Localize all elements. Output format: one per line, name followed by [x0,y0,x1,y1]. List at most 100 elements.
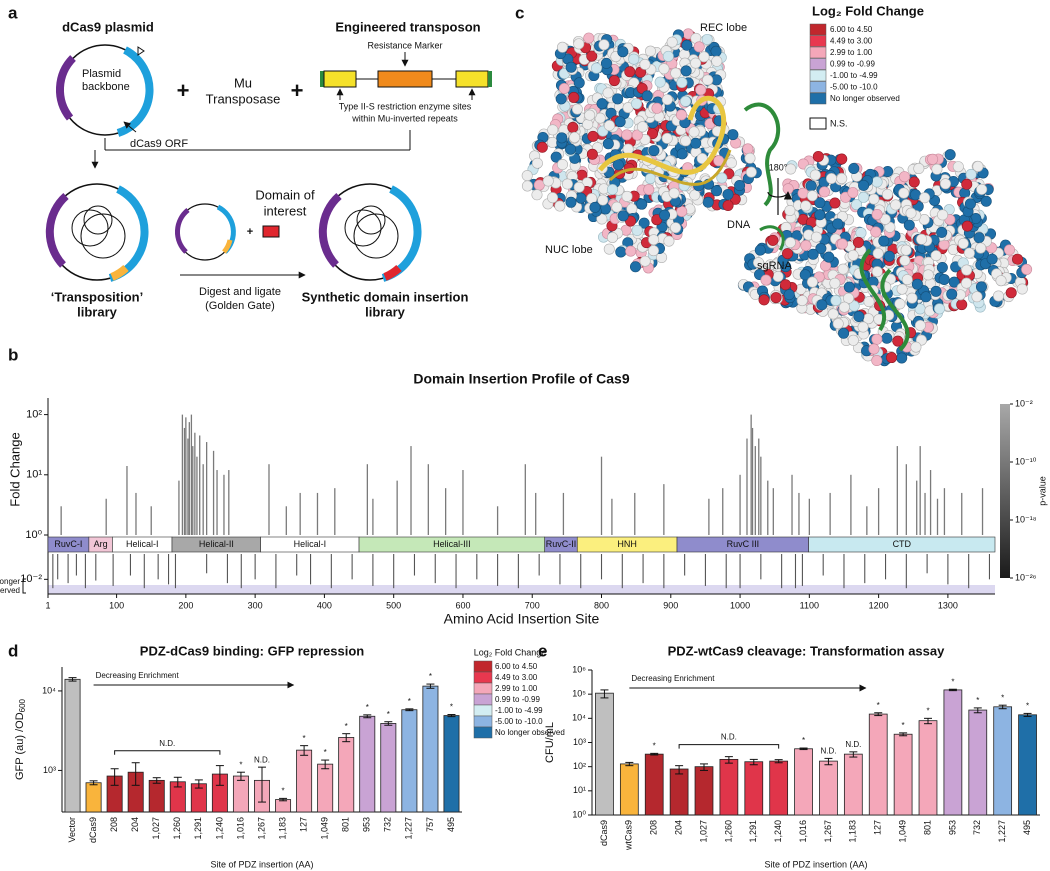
x-tick-label: 700 [525,600,540,610]
annotation: * [366,703,369,712]
atom [919,192,931,204]
atom [908,176,920,188]
atom [814,197,826,209]
x-tick-label: 400 [317,600,332,610]
atom [772,270,784,282]
x-tick-label: 1,027 [151,817,161,840]
legend-label: 2.99 to 1.00 [495,684,538,693]
bar [148,779,165,813]
atom [624,66,636,78]
bar [943,689,963,816]
x-tick-label: 208 [109,817,119,832]
atom [617,46,629,58]
atom [621,190,633,202]
chart-title: PDZ-dCas9 binding: GFP repression [140,643,364,658]
y-tick-label: 10¹ [573,785,586,795]
nd-label: N.D. [159,739,175,748]
colorbar-tick-label: 10⁻¹⁸ [1015,514,1037,524]
atom [698,51,710,63]
x-tick-label: 1,027 [698,820,708,843]
atom [770,292,782,304]
atom [626,203,638,215]
panel-label: e [538,641,547,660]
atom [711,55,723,67]
bar [232,775,249,813]
atom [722,188,734,200]
atom [855,227,867,239]
atom [594,112,606,124]
atom [785,163,797,175]
backbone-arc [318,193,342,268]
atom [807,248,819,260]
x-tick-label: 1000 [730,600,750,610]
backbone-label: backbone [82,81,130,93]
atom [716,172,728,184]
annotation: N.D. [254,755,270,764]
x-tick-label: 1,049 [897,820,907,843]
atom [832,218,844,230]
x-tick-label: dCas9 [88,817,98,843]
atom [565,143,577,155]
resistance-marker [377,70,433,88]
atom [922,269,934,281]
legend-label: 0.99 to -0.99 [495,695,540,704]
domain-label: Helical-I [294,539,327,549]
atom [847,187,859,199]
atom [857,321,869,333]
atom [1003,244,1015,256]
annotation: * [239,760,242,769]
annotation: * [1001,693,1004,702]
atom [939,178,951,190]
x-tick-label: 1 [45,600,50,610]
y-tick-label: 10⁰ [572,809,586,819]
panel-a: a dCas9 plasmid Engineered transposon Pl… [8,3,492,319]
atom [753,257,765,269]
bar [317,763,334,813]
atom [899,255,911,267]
sites-label: Type II-S restriction enzyme sites [339,101,472,111]
atom [676,148,688,160]
atom [556,158,568,170]
atom [583,32,595,44]
legend-label: No longer observed [830,94,900,103]
y-tick-label: 10⁴ [572,713,586,723]
atom [806,190,818,202]
atom [964,198,976,210]
atom [546,136,558,148]
atom [906,292,918,304]
atom [647,245,659,257]
y-axis-label: GFP (au) /OD600 [14,698,27,780]
atom [670,222,682,234]
atom [651,102,663,114]
atom [936,261,948,273]
atom [648,234,660,246]
atom [558,82,570,94]
atom [611,201,623,213]
atom [899,171,911,183]
x-tick-label: 495 [1022,820,1032,835]
atom [680,135,692,147]
domain-label: RuvC-II [546,539,577,549]
domain-label: interest [264,203,307,218]
atom [629,261,641,273]
x-tick-label: dCas9 [599,820,609,846]
x-tick-label: 500 [386,600,401,610]
atom [631,98,643,110]
atom [569,131,581,143]
atom [693,41,705,53]
atom [852,236,864,248]
atom [606,184,618,196]
legend-label: -1.00 to -4.99 [830,71,878,80]
y-axis-label-main: GFP (au) /OD [14,712,26,780]
atom [745,166,757,178]
atom [871,208,883,220]
atom [644,45,656,57]
bar [296,749,313,813]
atom [670,67,682,79]
atom [596,98,608,110]
atom [662,50,674,62]
domain-label: Arg [94,539,108,549]
backbone-arc [174,208,190,254]
atom [628,53,640,65]
